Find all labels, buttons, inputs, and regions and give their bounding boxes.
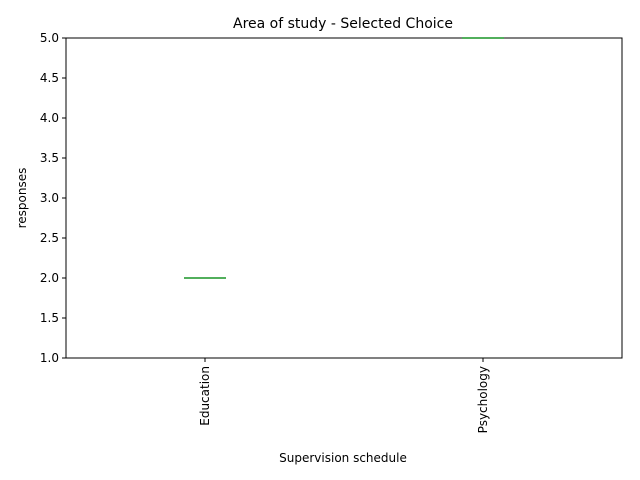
y-tick-label: 1.0 [40, 351, 59, 365]
plot-frame [65, 37, 623, 359]
y-tick-label: 3.0 [40, 191, 59, 205]
y-tick-label: 4.5 [40, 71, 59, 85]
x-tick-label: Education [198, 366, 212, 426]
y-tick-label: 2.5 [40, 231, 59, 245]
y-tick-label: 5.0 [40, 31, 59, 45]
y-tick-label: 1.5 [40, 311, 59, 325]
y-tick-label: 2.0 [40, 271, 59, 285]
box-marks [184, 37, 504, 279]
y-tick-label: 4.0 [40, 111, 59, 125]
x-axis-title: Supervision schedule [279, 451, 407, 465]
y-tick-label: 3.5 [40, 151, 59, 165]
x-axis: Education Psychology [198, 358, 490, 433]
y-axis-title: responses [15, 168, 29, 229]
y-axis: 1.0 1.5 2.0 2.5 3.0 3.5 4.0 4.5 5.0 [40, 31, 66, 365]
x-tick-label: Psychology [476, 366, 490, 433]
chart-title: Area of study - Selected Choice [233, 16, 453, 32]
